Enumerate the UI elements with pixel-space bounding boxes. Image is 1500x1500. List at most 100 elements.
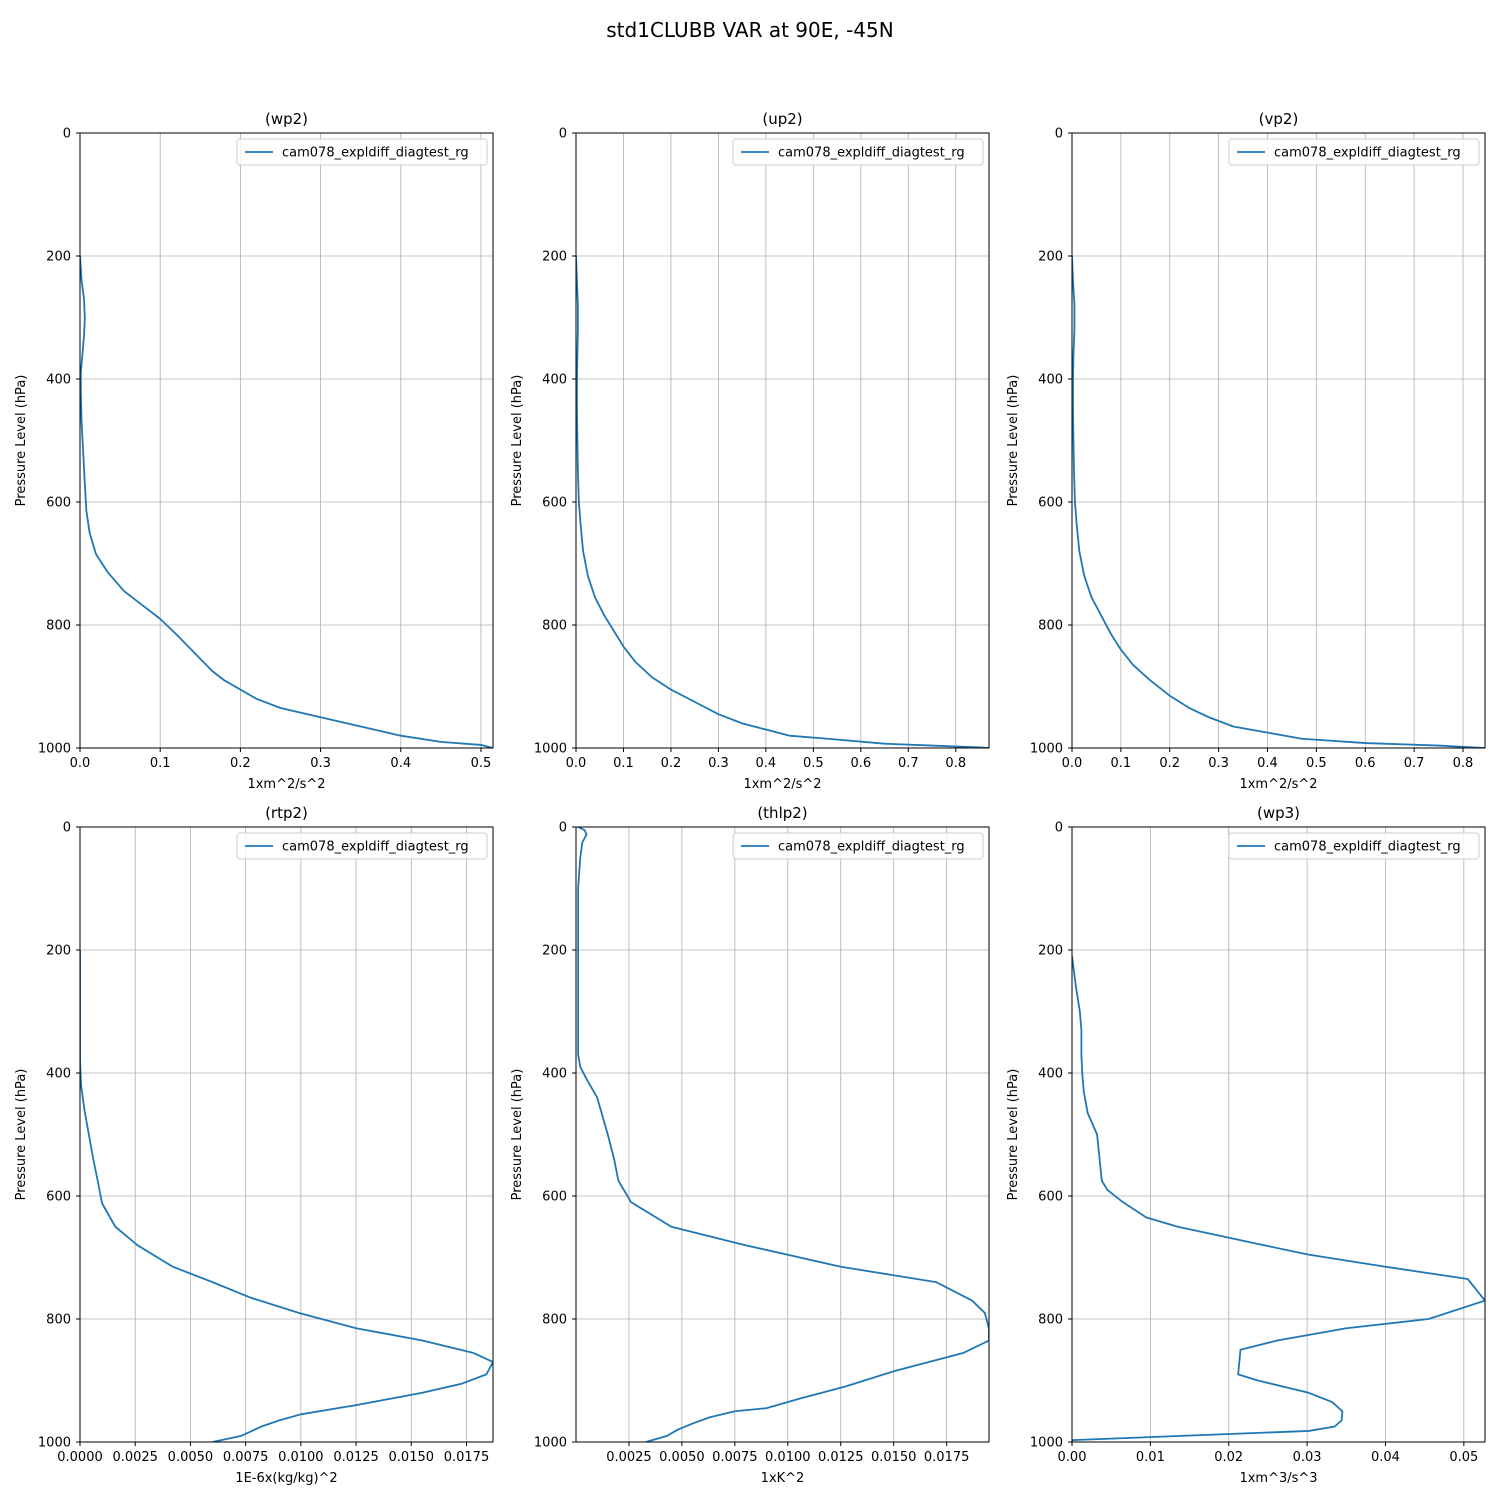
y-tick-label: 0 — [63, 821, 71, 836]
y-tick-label: 400 — [46, 373, 71, 388]
y-tick-label: 800 — [1038, 619, 1063, 634]
figure-title: std1CLUBB VAR at 90E, -45N — [606, 18, 893, 42]
x-tick-label: 0.02 — [1214, 1450, 1243, 1465]
plot-frame — [79, 132, 494, 749]
x-tick-label: 0.0050 — [168, 1450, 214, 1465]
x-tick-label: 0.04 — [1371, 1450, 1400, 1465]
x-tick-label: 0.3 — [310, 756, 331, 771]
y-tick-label: 800 — [46, 619, 71, 634]
x-tick-label: 0.7 — [1404, 756, 1425, 771]
subplot-wp2: 0.0 0.1 0.2 0.3 0.4 0.5 0 200 400 600 800 1000 (wp2)… — [14, 110, 494, 792]
x-tick-label: 0.03 — [1293, 1450, 1322, 1465]
grid — [1071, 826, 1485, 1443]
y-tick-label: 400 — [542, 1067, 567, 1082]
plot-frame — [575, 132, 990, 749]
x-tick-label: 0.4 — [1257, 756, 1278, 771]
x-tick-label: 0.0 — [1062, 756, 1083, 771]
y-tick-label: 400 — [542, 373, 567, 388]
x-tick-label: 0.0175 — [924, 1450, 970, 1465]
y-tick-label: 400 — [46, 1067, 71, 1082]
legend-label: cam078_expldiff_diagtest_rg — [1274, 146, 1461, 161]
x-tick-label: 0.7 — [898, 756, 919, 771]
subplot-wp3: 0.00 0.01 0.02 0.03 0.04 0.05 0 200 400 600 800 100… — [1006, 804, 1486, 1486]
y-tick-label: 0 — [1055, 821, 1063, 836]
legend-label: cam078_expldiff_diagtest_rg — [778, 840, 965, 855]
y-tick-label: 800 — [46, 1313, 71, 1328]
x-tick-label: 0.0100 — [765, 1450, 811, 1465]
y-tick-label: 1000 — [1030, 1436, 1063, 1451]
x-tick-label: 0.0100 — [278, 1450, 324, 1465]
x-tick-label: 0.0 — [566, 756, 587, 771]
x-tick-label: 0.05 — [1449, 1450, 1478, 1465]
x-tick-label: 0.0025 — [112, 1450, 158, 1465]
x-tick-label: 0.5 — [803, 756, 824, 771]
series-line — [80, 255, 493, 748]
legend-box — [1228, 832, 1480, 860]
x-tick-label: 0.0075 — [712, 1450, 758, 1465]
subplot-up2: 0.0 0.1 0.2 0.3 0.4 0.5 0.6 0.7 0.8 0 200 400 600 800… — [510, 110, 990, 792]
x-tick-label: 0.2 — [1159, 756, 1180, 771]
x-axis-label: 1xm^3/s^3 — [1239, 1471, 1317, 1486]
y-tick-label: 200 — [542, 944, 567, 959]
series-line — [576, 255, 989, 748]
x-tick-label: 0.6 — [1355, 756, 1376, 771]
subplot-grid: 0.0 0.1 0.2 0.3 0.4 0.5 0 200 400 600 800 1000 (wp2)… — [14, 110, 1486, 1486]
y-axis-label: Pressure Level (hPa) — [510, 1069, 525, 1201]
legend: cam078_expldiff_diagtest_rg — [1228, 138, 1480, 166]
y-tick-label: 400 — [1038, 373, 1063, 388]
y-tick-label: 0 — [63, 127, 71, 142]
legend-label: cam078_expldiff_diagtest_rg — [778, 146, 965, 161]
x-tick-label: 0.5 — [471, 756, 492, 771]
x-tick-label: 0.4 — [390, 756, 411, 771]
subplot-rtp2: 0.0000 0.0025 0.0050 0.0075 0.0100 0.0125 0.01… — [14, 804, 494, 1486]
x-axis-label: 1xm^2/s^2 — [247, 777, 325, 792]
y-axis-label: Pressure Level (hPa) — [14, 375, 29, 507]
y-tick-label: 1000 — [38, 1436, 71, 1451]
legend-box — [236, 832, 488, 860]
series-line — [1072, 255, 1485, 748]
x-tick-label: 0.5 — [1306, 756, 1327, 771]
subplot-title: (up2) — [762, 110, 802, 128]
y-tick-label: 800 — [542, 1313, 567, 1328]
subplot-thlp2: 0.0025 0.0050 0.0075 0.0100 0.0125 0.0150 0.01… — [510, 804, 990, 1486]
y-tick-label: 0 — [1055, 127, 1063, 142]
x-tick-label: 0.0150 — [389, 1450, 435, 1465]
x-tick-label: 0.0075 — [223, 1450, 269, 1465]
y-tick-label: 200 — [46, 944, 71, 959]
x-axis-label: 1E-6x(kg/kg)^2 — [235, 1471, 337, 1486]
legend-box — [236, 138, 488, 166]
plot-frame — [1071, 132, 1486, 749]
grid — [575, 132, 989, 749]
x-tick-label: 0.4 — [756, 756, 777, 771]
legend: cam078_expldiff_diagtest_rg — [732, 138, 984, 166]
legend: cam078_expldiff_diagtest_rg — [236, 138, 488, 166]
y-tick-label: 0 — [559, 127, 567, 142]
subplot-title: (wp2) — [265, 110, 308, 128]
x-tick-label: 0.1 — [613, 756, 634, 771]
legend-box — [732, 832, 984, 860]
x-tick-label: 0.0000 — [57, 1450, 103, 1465]
x-tick-label: 0.3 — [708, 756, 729, 771]
subplot-title: (thlp2) — [757, 804, 807, 822]
x-tick-label: 0.01 — [1136, 1450, 1165, 1465]
y-tick-label: 200 — [1038, 250, 1063, 265]
grid — [576, 826, 989, 1443]
legend-label: cam078_expldiff_diagtest_rg — [1274, 840, 1461, 855]
x-tick-label: 0.00 — [1058, 1450, 1087, 1465]
legend: cam078_expldiff_diagtest_rg — [732, 832, 984, 860]
y-tick-label: 800 — [542, 619, 567, 634]
y-tick-label: 400 — [1038, 1067, 1063, 1082]
y-tick-label: 600 — [542, 1190, 567, 1205]
grid — [79, 132, 493, 749]
legend-label: cam078_expldiff_diagtest_rg — [282, 840, 469, 855]
x-tick-label: 0.6 — [850, 756, 871, 771]
y-tick-label: 600 — [542, 496, 567, 511]
x-tick-label: 0.8 — [945, 756, 966, 771]
x-tick-label: 0.0025 — [606, 1450, 652, 1465]
x-tick-label: 0.0150 — [871, 1450, 917, 1465]
y-tick-label: 600 — [46, 496, 71, 511]
subplot-title: (wp3) — [1257, 804, 1300, 822]
y-tick-label: 200 — [542, 250, 567, 265]
legend: cam078_expldiff_diagtest_rg — [236, 832, 488, 860]
